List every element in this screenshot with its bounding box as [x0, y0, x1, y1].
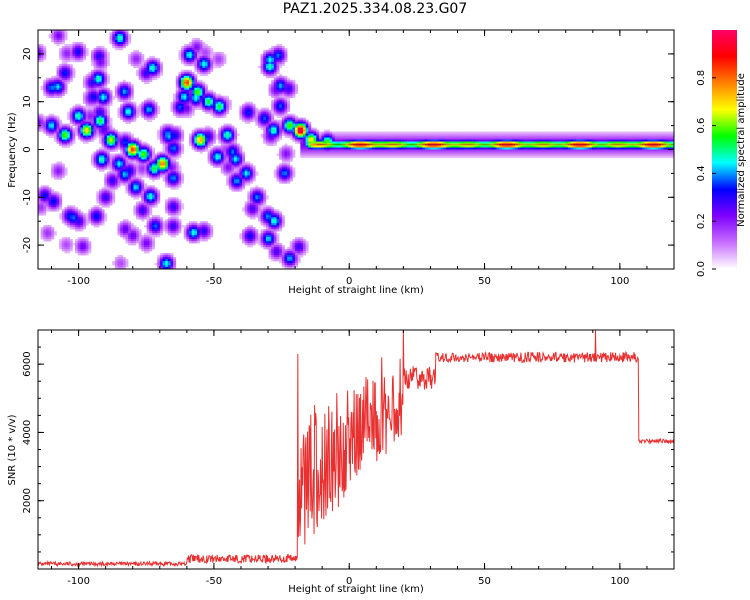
- spectrogram-y-tick-label: 10: [22, 95, 33, 108]
- spectrogram-y-tick-label: 20: [22, 48, 33, 61]
- snr-y-tick-label: 2000: [22, 488, 33, 513]
- colorbar-tick-label: 0.6: [696, 118, 707, 134]
- chart-title: PAZ1.2025.334.08.23.G07: [282, 1, 468, 17]
- spectrogram-y-label: Frequency (Hz): [7, 112, 18, 188]
- colorbar-tick-label: 0.8: [696, 70, 707, 86]
- colorbar-tick-label: 0.4: [696, 165, 707, 181]
- colorbar-tick-label: 0.0: [696, 261, 707, 277]
- snr-x-tick-label: -50: [206, 576, 222, 587]
- spectrogram-x-tick-label: 0: [346, 276, 352, 287]
- colorbar-tick-label: 0.2: [696, 213, 707, 229]
- colorbar-label: Normalized spectral amplitude: [736, 73, 747, 227]
- snr-y-label: SNR (10 * v/v): [7, 414, 18, 485]
- snr-axes: -100 -50 0 50 100 2000 4000 6000: [22, 329, 675, 587]
- colorbar-gradient: [712, 30, 737, 269]
- spectrogram-y-tick-label: -20: [22, 237, 33, 253]
- colorbar-ticks: 0.0 0.2 0.4 0.6 0.8: [696, 70, 716, 277]
- snr-series-line: [38, 330, 674, 568]
- spectrogram-heatmap: [38, 30, 674, 269]
- snr-x-label: Height of straight line (km): [288, 584, 424, 595]
- snr-x-tick-label: 100: [610, 576, 629, 587]
- snr-y-tick-label: 6000: [22, 351, 33, 376]
- spectrogram-x-tick-label: -50: [206, 276, 222, 287]
- spectrogram-x-tick-label: 100: [610, 276, 629, 287]
- snr-x-tick-label: -100: [67, 576, 90, 587]
- colorbar: 0.0 0.2 0.4 0.6 0.8 Normalized spectral ampl…: [696, 30, 747, 277]
- snr-x-tick-label: 0: [346, 576, 352, 587]
- spectrogram-x-label: Height of straight line (km): [288, 285, 424, 296]
- snr-x-tick-label: 50: [478, 576, 491, 587]
- snr-panel: -100 -50 0 50 100 2000 4000 6000 Height of stra…: [7, 329, 675, 595]
- spectrogram-x-tick-label: -100: [67, 276, 90, 287]
- spectrogram-y-tick-label: -10: [22, 189, 33, 205]
- spectrogram-x-tick-label: 50: [478, 276, 491, 287]
- snr-y-tick-label: 4000: [22, 420, 33, 445]
- spectrogram-y-tick-label: 0: [22, 146, 33, 152]
